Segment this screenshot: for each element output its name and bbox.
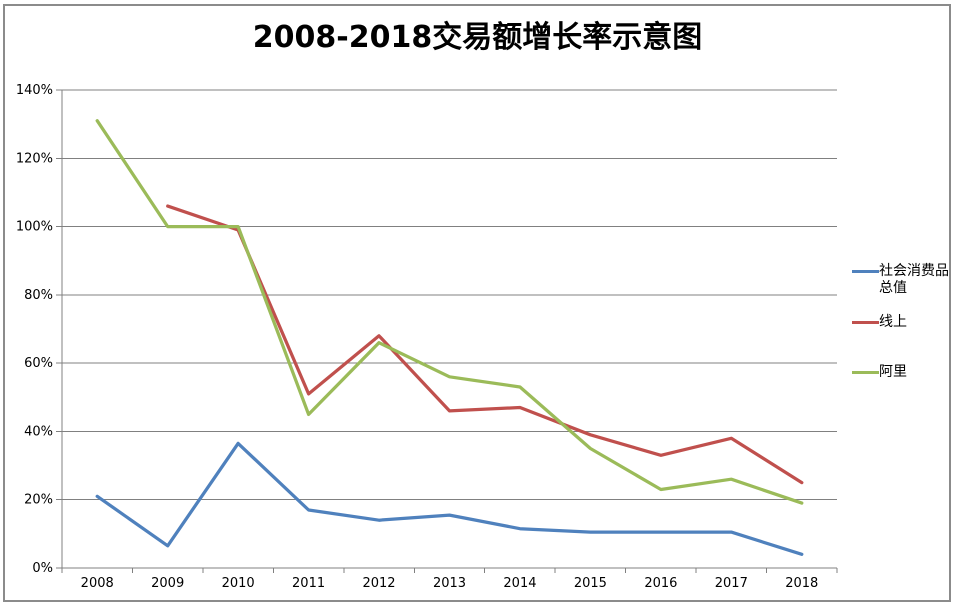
x-axis-label: 2012 xyxy=(362,576,395,591)
y-axis-label: 0% xyxy=(32,561,53,576)
x-axis-label: 2016 xyxy=(644,576,677,591)
y-axis-label: 20% xyxy=(24,493,53,508)
y-axis-label: 60% xyxy=(24,356,53,371)
x-axis-label: 2009 xyxy=(151,576,184,591)
series-line-social-consumer-goods-total xyxy=(95,441,804,556)
x-axis-label: 2011 xyxy=(292,576,325,591)
x-axis-label: 2010 xyxy=(222,576,255,591)
x-axis-label: 2018 xyxy=(785,576,818,591)
y-axis-label: 140% xyxy=(16,83,53,98)
x-axis-label: 2014 xyxy=(503,576,536,591)
chart-title: 2008-2018交易额增长率示意图 xyxy=(252,20,703,55)
y-axis-label: 100% xyxy=(16,220,53,235)
x-axis-label: 2013 xyxy=(433,576,466,591)
series-line-online xyxy=(166,204,804,485)
x-axis-label: 2017 xyxy=(715,576,748,591)
y-axis-label: 80% xyxy=(24,288,53,303)
series-line-alibaba xyxy=(95,119,804,505)
y-axis-label: 120% xyxy=(16,151,53,166)
x-axis-label: 2008 xyxy=(81,576,114,591)
y-axis-label: 40% xyxy=(24,424,53,439)
x-axis-label: 2015 xyxy=(574,576,607,591)
